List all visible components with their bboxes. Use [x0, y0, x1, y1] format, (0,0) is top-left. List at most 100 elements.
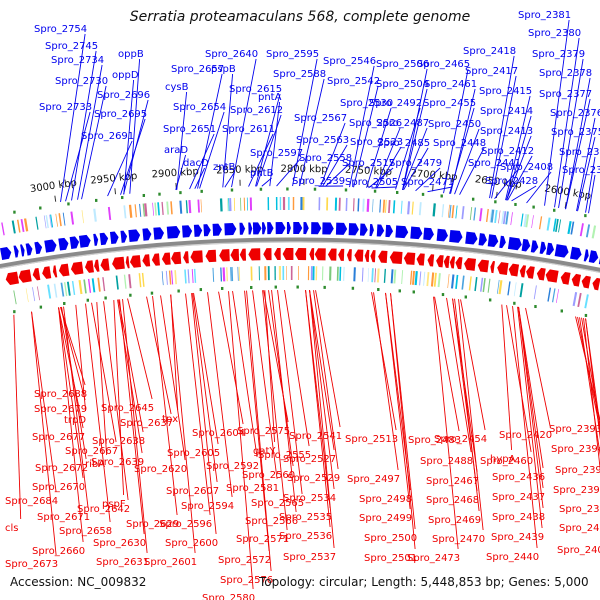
outer-marker-tick [373, 189, 377, 193]
inner-feature-feature [212, 267, 215, 282]
inner-marker-tick [398, 289, 401, 293]
reverse-gene-label: Spro_2541 [289, 431, 342, 442]
forward-gene-label: cysB [165, 82, 189, 93]
reverse-gene-arrow [309, 248, 315, 261]
inner-feature-feature [412, 270, 415, 285]
forward-gene-leader-line [403, 147, 429, 191]
reverse-gene-label: Spro_2454 [434, 434, 487, 445]
inner-feature-feature [238, 266, 241, 281]
reverse-gene-leader-line [60, 306, 86, 386]
forward-gene-label: Spro_2375 [551, 127, 600, 138]
reverse-gene-label: Spro_2601 [144, 557, 197, 568]
forward-gene-label: Spro_2745 [45, 41, 98, 52]
outer-feature-feature [473, 207, 477, 221]
inner-feature-feature [141, 272, 145, 287]
inner-feature-track [13, 266, 589, 309]
reverse-gene-label: Spro_2501 [364, 553, 417, 564]
forward-gene-leader-line [299, 78, 325, 187]
forward-gene-label: Spro_2412 [481, 146, 534, 157]
inner-feature-feature [47, 284, 52, 299]
forward-gene-arrow [436, 228, 448, 242]
forward-gene-label: zntB [213, 162, 236, 173]
forward-gene-arrow [369, 223, 374, 237]
inner-feature-feature [237, 266, 239, 281]
forward-gene-labels: Spro_2754 Spro_2745 Spro_2734 Spro_2730 Spro… [34, 10, 600, 214]
reverse-gene-arrow [248, 248, 261, 261]
reverse-gene-arrow [536, 267, 546, 281]
forward-gene-arrow [588, 250, 599, 264]
reverse-gene-arrow [84, 260, 94, 273]
reverse-gene-leader-line [218, 291, 244, 425]
inner-feature-feature [123, 274, 127, 289]
forward-gene-leader-line [576, 117, 596, 212]
outer-feature-feature [531, 215, 534, 229]
inner-feature-feature [551, 288, 556, 303]
reverse-gene-label: Spro_2667 [65, 446, 118, 457]
reverse-gene-leader-line [207, 292, 233, 498]
reverse-gene-arrow [477, 259, 489, 273]
forward-gene-arrow [521, 238, 531, 252]
reverse-gene-leader-line [309, 290, 335, 549]
forward-gene-arrow [376, 224, 385, 237]
outer-feature-feature [55, 213, 58, 227]
reverse-gene-label: Spro_2399 [559, 504, 600, 515]
inner-feature-feature [128, 274, 132, 289]
reverse-gene-arrow [508, 263, 520, 277]
reverse-gene-arrow [346, 249, 352, 262]
outer-feature-feature [505, 211, 509, 225]
reverse-gene-arrow [592, 277, 600, 291]
forward-gene-arrow [395, 225, 409, 239]
outer-feature-feature [20, 218, 25, 233]
outer-feature-feature [16, 219, 21, 233]
scale-tick-label: 2900 kbp [151, 166, 199, 180]
outer-feature-feature [107, 206, 112, 221]
inner-feature-feature [222, 267, 226, 282]
inner-feature-feature [480, 277, 484, 292]
outer-feature-feature [591, 225, 597, 239]
inner-feature-feature [374, 268, 377, 283]
outer-feature-feature [179, 200, 183, 214]
inner-feature-feature [13, 290, 17, 305]
reverse-gene-leader-line [58, 307, 84, 479]
reverse-gene-label: Spro_2671 [37, 512, 90, 523]
outer-feature-feature [357, 198, 360, 212]
forward-gene-leader-line [325, 162, 351, 187]
reverse-gene-labels: Spro_2688Spro_2679trpDSpro_2677Spro_2667… [5, 289, 600, 600]
inner-feature-feature [474, 277, 478, 292]
forward-gene-arrow [25, 243, 33, 256]
outer-marker-tick [494, 200, 497, 204]
outer-feature-feature [449, 204, 452, 218]
genome-backbone [0, 237, 600, 273]
inner-feature-feature [310, 266, 313, 281]
forward-gene-label: Spro_2733 [39, 102, 92, 113]
forward-gene-arrow [487, 234, 499, 248]
inner-feature-feature [577, 292, 582, 308]
outer-feature-feature [62, 212, 66, 226]
outer-feature-feature [345, 197, 348, 212]
reverse-gene-leader-line [244, 290, 270, 552]
forward-gene-label: Spro_2379 [532, 49, 585, 60]
reverse-gene-leader-line [434, 296, 460, 432]
forward-gene-arrow [423, 227, 434, 241]
forward-gene-arrow [153, 227, 165, 240]
reverse-gene-label: Spro_2468 [426, 495, 479, 506]
forward-gene-label: Spro_2730 [55, 76, 108, 87]
reverse-gene-leader-line [583, 318, 600, 472]
outer-feature-feature [538, 216, 543, 230]
reverse-gene-leader-line [252, 290, 278, 480]
forward-gene-leader-line [449, 107, 475, 194]
inner-feature-feature [353, 267, 356, 282]
forward-gene-leader-line [489, 55, 515, 199]
inner-marker-tick [412, 290, 415, 294]
inner-marker-tick [488, 298, 492, 302]
inner-marker-tick [296, 285, 299, 289]
forward-gene-label: pntB [250, 168, 274, 179]
reverse-gene-label: Spro_2437 [492, 492, 545, 503]
forward-gene-leader-line [565, 98, 591, 210]
forward-gene-label: pntA [258, 92, 282, 103]
reverse-gene-leader-line [271, 290, 297, 513]
outer-marker-tick [514, 202, 517, 206]
inner-feature-feature [274, 266, 276, 281]
outer-feature-feature [282, 197, 286, 211]
